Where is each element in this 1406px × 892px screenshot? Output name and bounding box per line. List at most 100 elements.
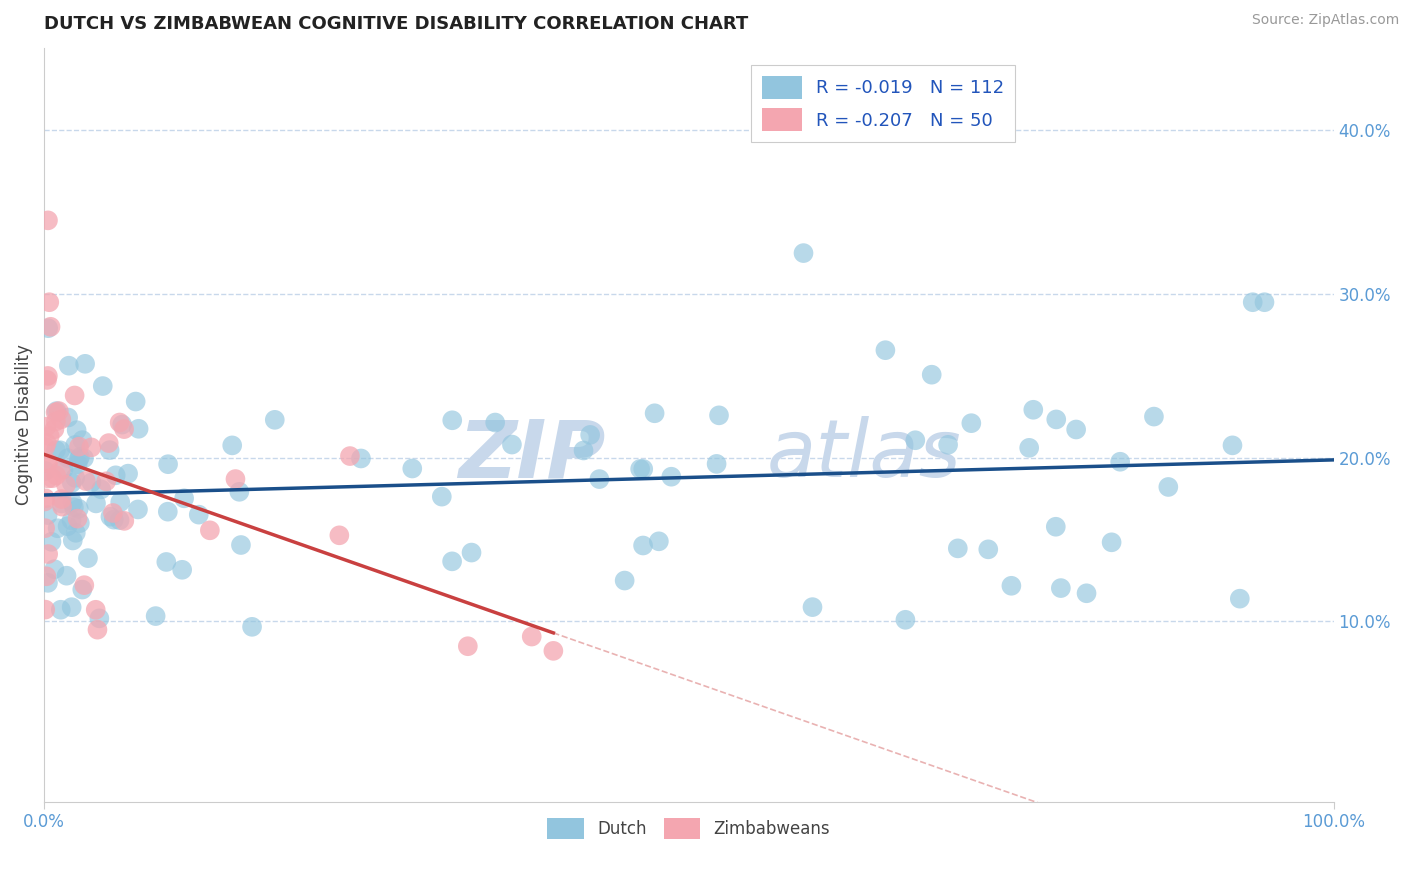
Point xyxy=(875,343,897,358)
Point xyxy=(73,578,96,592)
Point xyxy=(101,506,124,520)
Point xyxy=(34,440,56,454)
Point xyxy=(84,496,107,510)
Point xyxy=(157,457,180,471)
Point xyxy=(75,357,97,371)
Point xyxy=(104,468,127,483)
Point xyxy=(613,574,636,588)
Point xyxy=(103,513,125,527)
Point xyxy=(108,416,131,430)
Point xyxy=(35,373,58,387)
Point xyxy=(631,462,654,476)
Point xyxy=(66,458,89,472)
Point xyxy=(240,620,263,634)
Point xyxy=(1045,412,1067,426)
Point xyxy=(75,474,97,488)
Point xyxy=(51,497,73,511)
Point xyxy=(350,451,373,466)
Point xyxy=(56,451,79,466)
Point xyxy=(263,413,285,427)
Point xyxy=(38,429,60,443)
Point xyxy=(579,428,602,442)
Point xyxy=(86,623,108,637)
Point xyxy=(35,436,58,450)
Point xyxy=(44,422,66,436)
Point xyxy=(706,457,728,471)
Point xyxy=(51,492,73,507)
Point xyxy=(117,467,139,481)
Point xyxy=(34,494,56,508)
Point xyxy=(45,443,67,458)
Point xyxy=(977,542,1000,557)
Point xyxy=(90,483,112,497)
Point xyxy=(921,368,943,382)
Point xyxy=(63,471,86,485)
Point xyxy=(894,613,917,627)
Text: ZIP: ZIP xyxy=(458,417,605,494)
Point xyxy=(1018,441,1040,455)
Point xyxy=(1241,295,1264,310)
Point xyxy=(904,434,927,448)
Point xyxy=(45,405,67,419)
Point xyxy=(96,475,118,489)
Point xyxy=(37,471,59,485)
Point xyxy=(145,609,167,624)
Point xyxy=(1157,480,1180,494)
Point xyxy=(946,541,969,556)
Point xyxy=(37,368,59,383)
Point xyxy=(156,505,179,519)
Text: DUTCH VS ZIMBABWEAN COGNITIVE DISABILITY CORRELATION CHART: DUTCH VS ZIMBABWEAN COGNITIVE DISABILITY… xyxy=(44,15,748,33)
Point xyxy=(1143,409,1166,424)
Point xyxy=(38,295,60,310)
Point xyxy=(441,413,464,427)
Point xyxy=(628,462,651,476)
Point xyxy=(100,509,122,524)
Point xyxy=(648,534,671,549)
Point xyxy=(430,490,453,504)
Point xyxy=(543,644,565,658)
Point xyxy=(49,603,72,617)
Point xyxy=(198,524,221,538)
Point xyxy=(224,472,246,486)
Point xyxy=(936,438,959,452)
Point xyxy=(60,600,83,615)
Point xyxy=(111,417,134,432)
Point xyxy=(155,555,177,569)
Point xyxy=(112,514,135,528)
Point xyxy=(1050,581,1073,595)
Point xyxy=(124,394,146,409)
Point xyxy=(631,539,654,553)
Point xyxy=(49,443,72,458)
Point xyxy=(56,410,79,425)
Point xyxy=(37,547,59,561)
Point xyxy=(58,359,80,373)
Point xyxy=(229,538,252,552)
Point xyxy=(69,450,91,464)
Point xyxy=(41,534,63,549)
Point xyxy=(56,519,79,533)
Point xyxy=(112,422,135,436)
Point xyxy=(44,562,66,576)
Point xyxy=(187,508,209,522)
Point xyxy=(520,630,543,644)
Point xyxy=(339,449,361,463)
Point xyxy=(108,513,131,527)
Point xyxy=(46,521,69,535)
Point xyxy=(66,423,89,437)
Point xyxy=(221,438,243,452)
Point xyxy=(89,611,111,625)
Point xyxy=(37,575,59,590)
Point xyxy=(173,491,195,506)
Point xyxy=(63,388,86,402)
Point xyxy=(1253,295,1275,310)
Point xyxy=(1109,455,1132,469)
Point xyxy=(1229,591,1251,606)
Point xyxy=(67,501,90,516)
Point xyxy=(41,471,63,485)
Point xyxy=(792,246,814,260)
Point xyxy=(39,319,62,334)
Point xyxy=(401,461,423,475)
Point xyxy=(34,464,56,478)
Point xyxy=(60,475,83,490)
Point xyxy=(63,438,86,452)
